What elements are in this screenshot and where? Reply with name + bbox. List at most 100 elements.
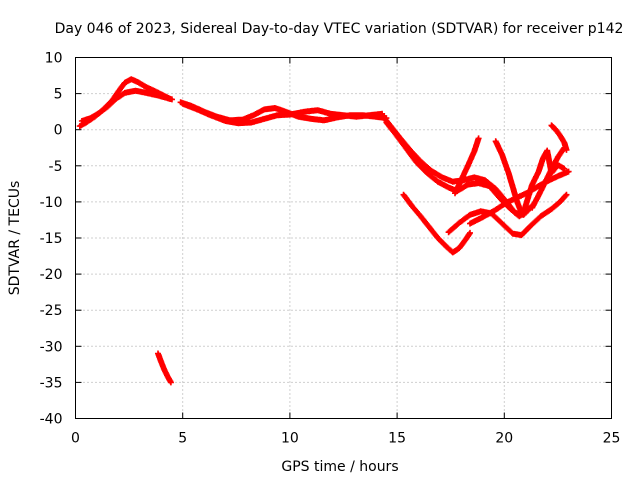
data-point: [515, 200, 519, 204]
data-point: [134, 89, 137, 92]
data-point: [543, 181, 547, 184]
x-tick-label: 5: [178, 431, 187, 447]
data-point: [537, 184, 540, 188]
data-point: [329, 112, 332, 116]
data-point: [156, 352, 160, 355]
data-point: [458, 246, 461, 250]
data-point: [89, 116, 92, 120]
data-point: [526, 197, 530, 200]
data-point: [550, 124, 553, 127]
data-point: [445, 245, 448, 248]
y-tick-label: -20: [40, 267, 63, 283]
data-point: [468, 231, 472, 235]
data-point: [385, 121, 388, 124]
y-tick-label: 0: [54, 123, 63, 139]
data-point: [106, 105, 109, 108]
data-point: [479, 210, 482, 213]
data-marks: [179, 100, 386, 127]
data-point: [460, 178, 463, 181]
data-point: [130, 77, 133, 81]
data-point: [323, 119, 326, 122]
data-point: [303, 110, 307, 113]
y-tick-label: -5: [49, 159, 63, 175]
data-point: [419, 215, 422, 218]
series-arc-4: [179, 100, 386, 127]
data-point: [518, 215, 521, 218]
data-point: [563, 167, 566, 170]
series-arc-8: [445, 191, 570, 239]
data-point: [209, 114, 212, 117]
data-point: [477, 181, 480, 185]
grid: [75, 57, 612, 419]
data-point: [224, 119, 227, 123]
data-point: [415, 160, 418, 164]
data-point: [170, 98, 174, 101]
data-point: [419, 160, 422, 163]
x-tick-label: 15: [388, 431, 406, 447]
data-point: [453, 192, 457, 195]
data-point: [430, 169, 433, 173]
data-point: [169, 381, 173, 384]
data-point: [481, 215, 485, 219]
data-point: [545, 149, 549, 152]
y-tick-label: -25: [40, 303, 63, 319]
data-point: [163, 368, 166, 372]
data-point: [179, 101, 182, 104]
series-arc-9: [452, 135, 482, 197]
y-tick-labels: 10 5 0 -5 -10 -15 -20 -25 -30 -35 -40: [40, 51, 63, 428]
data-point: [468, 213, 472, 217]
data-point: [507, 171, 510, 175]
data-point: [563, 141, 566, 144]
data-point: [78, 124, 81, 128]
data-point: [500, 153, 504, 157]
data-point: [522, 211, 525, 214]
y-axis-title: SDTVAR / TECUs: [7, 181, 23, 296]
data-point: [494, 208, 497, 212]
data-point: [237, 122, 240, 125]
data-point: [473, 176, 476, 179]
chart-title: Day 046 of 2023, Sidereal Day-to-day VTE…: [55, 21, 624, 37]
data-point: [528, 225, 532, 228]
data-point: [166, 375, 169, 378]
data-point: [273, 106, 277, 110]
y-tick-label: 5: [54, 87, 63, 103]
data-point: [316, 109, 319, 112]
y-tick-label: -35: [40, 375, 63, 391]
y-tick-label: 10: [45, 51, 63, 67]
series-arc-11: [467, 168, 572, 227]
data-point: [488, 184, 491, 188]
data-point: [505, 201, 508, 204]
data-point: [556, 155, 560, 159]
data-point: [565, 193, 568, 196]
data-point: [520, 233, 523, 237]
data-point: [262, 108, 266, 111]
data-point: [558, 200, 562, 204]
data-point: [425, 171, 429, 175]
data-point: [458, 221, 461, 225]
data-point: [464, 238, 467, 241]
x-tick-labels: 0 5 10 15 20 25: [71, 431, 620, 447]
data-point: [157, 94, 161, 97]
data-point: [380, 114, 384, 117]
data-point: [554, 128, 557, 131]
data-point: [310, 117, 313, 121]
data-point: [252, 114, 255, 117]
data-point: [447, 231, 450, 234]
data-point: [250, 121, 253, 124]
data-series: [76, 76, 572, 386]
data-point: [97, 111, 101, 115]
data-point: [436, 180, 440, 183]
data-point: [500, 222, 504, 225]
data-point: [451, 251, 455, 254]
data-point: [117, 90, 120, 93]
data-point: [477, 137, 480, 140]
data-marks: [76, 76, 173, 130]
series-arc-3: [177, 99, 390, 124]
data-point: [123, 81, 127, 84]
data-point: [451, 180, 455, 183]
series-arc-2: [78, 87, 175, 124]
x-tick-label: 0: [71, 431, 80, 447]
data-point: [515, 196, 519, 199]
data-point: [483, 179, 487, 182]
